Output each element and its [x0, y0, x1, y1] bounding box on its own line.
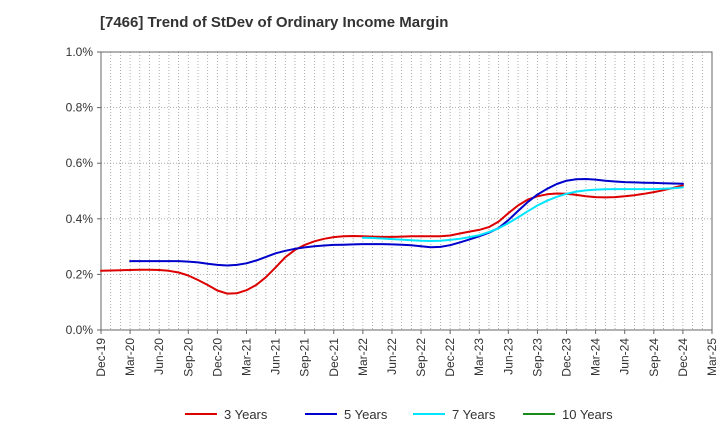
y-tick-label: 1.0% — [66, 45, 94, 59]
x-tick-label: Dec-20 — [210, 338, 224, 377]
series-lines — [100, 178, 684, 295]
x-tick-label: Jun-20 — [152, 338, 166, 375]
grid — [101, 52, 712, 330]
x-tick-label: Dec-21 — [327, 338, 341, 377]
y-tick-label: 0.0% — [66, 323, 94, 337]
x-tick-label: Jun-21 — [269, 338, 283, 375]
x-tick-label: Sep-23 — [530, 338, 544, 377]
x-tick-label: Sep-22 — [414, 338, 428, 377]
chart-title: [7466] Trend of StDev of Ordinary Income… — [100, 14, 449, 31]
y-tick-label: 0.6% — [66, 156, 94, 170]
series-line-3-years — [100, 184, 684, 295]
legend: 3 Years 5 Years 7 Years 10 Years — [185, 407, 613, 422]
x-tick-label: Mar-24 — [589, 338, 603, 376]
x-tick-label: Mar-25 — [705, 338, 719, 376]
x-tick-label: Jun-22 — [385, 338, 399, 375]
legend-label-3-years: 3 Years — [224, 407, 268, 422]
axes: 0.0% 0.2% 0.4% 0.6% 0.8% 1.0% Dec-19 Mar-20 Jun-… — [66, 45, 719, 377]
x-tick-label: Mar-22 — [356, 338, 370, 376]
legend-label-10-years: 10 Years — [562, 407, 613, 422]
x-tick-label: Mar-21 — [239, 338, 253, 376]
series-line-5-years — [129, 178, 684, 267]
x-tick-label: Sep-20 — [181, 338, 195, 377]
x-tick-label: Dec-19 — [94, 338, 108, 377]
x-tick-label: Dec-22 — [443, 338, 457, 377]
y-tick-label: 0.4% — [66, 212, 94, 226]
x-tick-label: Jun-23 — [501, 338, 515, 375]
plot-border — [100, 51, 713, 331]
x-tick-label: Sep-21 — [298, 338, 312, 377]
legend-label-7-years: 7 Years — [452, 407, 496, 422]
x-tick-label: Mar-23 — [472, 338, 486, 376]
y-tick-label: 0.2% — [66, 267, 94, 281]
series-line-7-years — [361, 186, 684, 242]
x-tick-label: Dec-23 — [560, 338, 574, 377]
plot-area — [101, 52, 712, 330]
y-tick-label: 0.8% — [66, 101, 94, 115]
legend-label-5-years: 5 Years — [344, 407, 388, 422]
x-tick-label: Dec-24 — [676, 338, 690, 377]
x-tick-label: Jun-24 — [618, 338, 632, 375]
x-tick-label: Sep-24 — [647, 338, 661, 377]
x-tick-label: Mar-20 — [123, 338, 137, 376]
